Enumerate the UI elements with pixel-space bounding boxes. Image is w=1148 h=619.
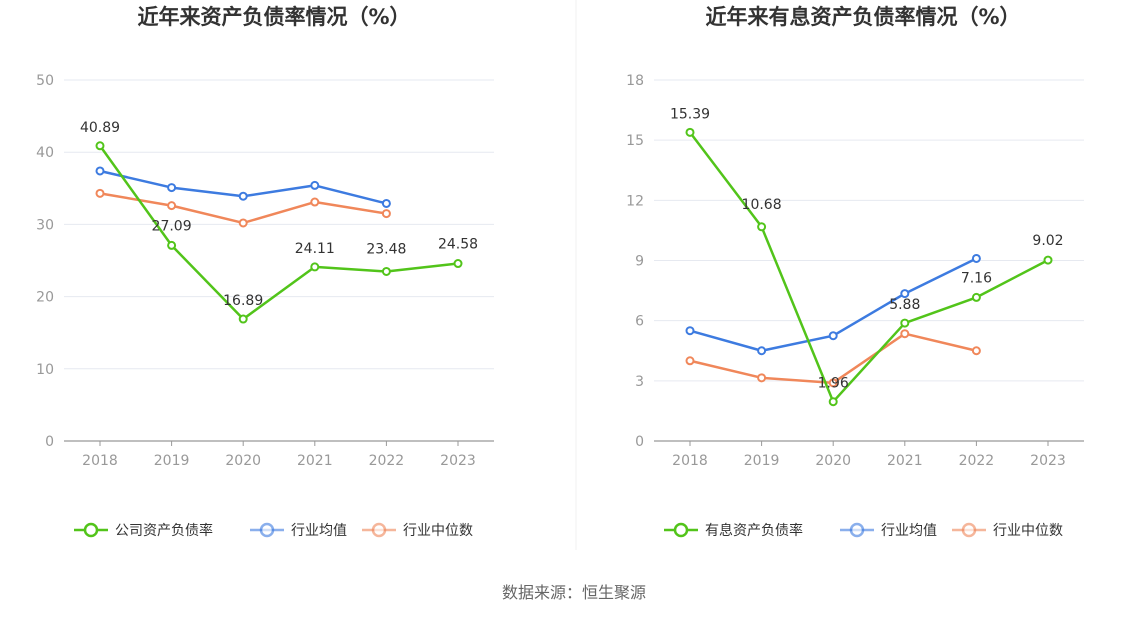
x-tick-label: 2018: [672, 453, 708, 469]
data-point: [685, 127, 695, 137]
legend-marker: [849, 522, 865, 538]
series-line-1: [689, 131, 1049, 403]
data-point: [757, 222, 767, 232]
data-label: 24.58: [438, 237, 478, 253]
legend-item-3[interactable]: 行业中位数: [952, 522, 1063, 539]
data-point: [1043, 255, 1053, 265]
data-point: [167, 201, 177, 211]
series-line-1: [98, 145, 459, 321]
y-tick-label: 9: [635, 254, 644, 270]
y-tick-label: 40: [36, 145, 54, 161]
x-tick-label: 2021: [297, 453, 333, 469]
data-point: [900, 289, 910, 299]
data-point: [971, 253, 981, 263]
legend-item-1[interactable]: 公司资产负债率: [74, 522, 213, 539]
data-point: [828, 331, 838, 341]
data-point: [95, 141, 105, 151]
data-label: 16.89: [223, 293, 263, 309]
data-point: [685, 326, 695, 336]
data-label: 10.68: [742, 197, 782, 213]
data-point: [757, 346, 767, 356]
data-point: [453, 259, 463, 269]
x-tick-label: 2023: [1030, 453, 1066, 469]
x-tick-label: 2019: [154, 453, 190, 469]
data-point: [828, 378, 838, 388]
x-tick-label: 2019: [744, 453, 780, 469]
x-tick-label: 2022: [959, 453, 995, 469]
data-point: [238, 218, 248, 228]
data-label: 24.11: [295, 241, 335, 257]
data-point: [757, 373, 767, 383]
chart-title: 近年来有息资产负债率情况（%）: [705, 5, 1020, 29]
data-source: 数据来源：恒生聚源: [502, 583, 646, 602]
data-point: [310, 197, 320, 207]
y-tick-label: 50: [36, 73, 54, 89]
legend-label: 行业均值: [881, 523, 937, 539]
data-point: [238, 314, 248, 324]
data-label: 7.16: [961, 270, 992, 286]
legend-label: 行业中位数: [993, 523, 1063, 539]
chart-panel-2: 近年来有息资产负债率情况（%） 0 3 6 9 12 15 18 2018 2019 2020 202…: [626, 5, 1084, 539]
data-label: 1.96: [818, 376, 849, 392]
y-tick-label: 10: [36, 362, 54, 378]
data-point: [381, 198, 391, 208]
data-label: 5.88: [889, 297, 920, 313]
y-tick-label: 3: [635, 374, 644, 390]
data-point: [828, 397, 838, 407]
data-label: 9.02: [1032, 233, 1063, 249]
data-point: [971, 292, 981, 302]
legend-marker: [371, 522, 387, 538]
legend-label: 行业中位数: [403, 523, 473, 539]
legend-item-1[interactable]: 有息资产负债率: [664, 522, 803, 539]
data-point: [95, 166, 105, 176]
y-tick-label: 20: [36, 290, 54, 306]
y-tick-label: 0: [45, 434, 54, 450]
legend-item-2[interactable]: 行业均值: [840, 522, 937, 539]
y-tick-label: 12: [626, 193, 644, 209]
data-point: [381, 209, 391, 219]
data-label: 15.39: [670, 106, 710, 122]
data-point: [685, 356, 695, 366]
data-point: [167, 183, 177, 193]
data-point: [971, 346, 981, 356]
y-tick-label: 15: [626, 133, 644, 149]
y-tick-label: 6: [635, 314, 644, 330]
data-label: 27.09: [152, 218, 192, 234]
x-tick-label: 2022: [369, 453, 405, 469]
data-point: [238, 191, 248, 201]
legend-marker: [673, 522, 689, 538]
legend-item-2[interactable]: 行业均值: [250, 522, 347, 539]
legend-marker: [961, 522, 977, 538]
data-point: [381, 266, 391, 276]
legend-item-3[interactable]: 行业中位数: [362, 522, 473, 539]
data-point: [900, 329, 910, 339]
x-tick-label: 2020: [225, 453, 261, 469]
data-point: [310, 262, 320, 272]
x-tick-label: 2018: [82, 453, 118, 469]
legend-label: 行业均值: [291, 523, 347, 539]
legend-marker: [83, 522, 99, 538]
data-label: 23.48: [366, 241, 406, 257]
chart-title: 近年来资产负债率情况（%）: [137, 5, 410, 29]
x-tick-label: 2021: [887, 453, 923, 469]
chart-panel-1: 近年来资产负债率情况（%） 0 10 20 30 40 50 2018 2019 2020 2021…: [36, 5, 494, 539]
data-point: [167, 240, 177, 250]
x-tick-label: 2020: [815, 453, 851, 469]
y-tick-label: 30: [36, 217, 54, 233]
y-tick-label: 0: [635, 434, 644, 450]
legend-label: 公司资产负债率: [115, 522, 213, 539]
y-tick-label: 18: [626, 73, 644, 89]
data-point: [310, 180, 320, 190]
data-point: [95, 188, 105, 198]
data-label: 40.89: [80, 120, 120, 136]
legend-marker: [259, 522, 275, 538]
x-tick-label: 2023: [440, 453, 476, 469]
data-point: [900, 318, 910, 328]
legend-label: 有息资产负债率: [705, 522, 803, 539]
